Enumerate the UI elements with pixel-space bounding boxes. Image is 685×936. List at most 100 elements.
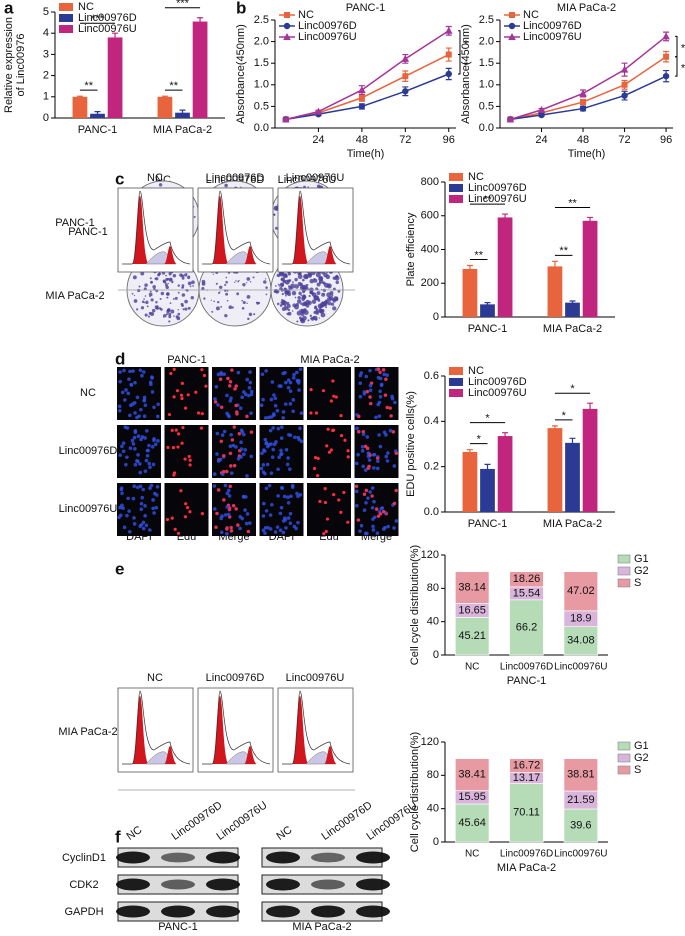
colony — [291, 290, 297, 296]
nucleus — [216, 459, 221, 463]
nucleus — [266, 415, 271, 420]
panel-letter: b — [236, 0, 246, 17]
edu-spot — [326, 427, 330, 431]
edu-spot — [343, 438, 347, 442]
x-tick-label: NC — [465, 662, 479, 673]
marker — [402, 73, 409, 80]
nucleus — [268, 428, 273, 433]
edu-spot — [381, 368, 386, 372]
colony — [165, 285, 169, 290]
band — [311, 905, 345, 918]
nucleus — [279, 384, 283, 388]
nucleus — [145, 448, 150, 453]
colony — [190, 296, 194, 300]
nucleus — [248, 521, 252, 525]
colony — [144, 313, 148, 317]
edu-spot — [228, 384, 232, 388]
nucleus — [291, 376, 296, 380]
nucleus — [123, 425, 128, 429]
colony — [296, 320, 299, 323]
colony — [298, 316, 302, 320]
y-tick-label: 120 — [421, 549, 439, 561]
edu-spot — [337, 498, 341, 502]
colony — [314, 317, 318, 321]
edu-spot — [322, 532, 326, 536]
nucleus — [259, 466, 264, 471]
edu-spot — [357, 430, 361, 434]
colony — [167, 282, 169, 285]
colony — [231, 306, 234, 309]
colony — [242, 301, 246, 305]
colony — [307, 272, 313, 278]
data-label: 45.64 — [458, 817, 486, 829]
bar-segment — [563, 571, 598, 612]
colony — [170, 309, 175, 314]
nucleus — [265, 462, 270, 467]
nucleus — [281, 410, 286, 414]
marker — [358, 85, 366, 93]
y-tick-label: 0.0 — [424, 506, 439, 518]
nucleus — [239, 440, 243, 445]
colony — [217, 300, 220, 304]
row-label: NC — [80, 387, 96, 399]
nucleus — [124, 462, 128, 467]
nucleus — [118, 379, 122, 384]
colony — [173, 315, 175, 317]
nucleus — [121, 506, 125, 511]
colony — [307, 319, 310, 322]
y-tick-label: 800 — [421, 176, 439, 188]
legend-swatch — [617, 554, 631, 564]
nucleus — [276, 426, 281, 431]
colony — [166, 292, 170, 296]
edu-spot — [217, 488, 221, 492]
legend-label: NC — [468, 365, 484, 377]
colony — [309, 314, 313, 317]
legend-swatch — [449, 378, 463, 386]
edu-spot — [215, 511, 219, 516]
nucleus — [150, 390, 155, 394]
data-label: 34.08 — [567, 635, 595, 647]
nucleus — [263, 437, 268, 442]
nucleus — [150, 444, 155, 449]
nucleus — [137, 414, 141, 419]
bracket — [675, 56, 678, 77]
nucleus — [145, 453, 150, 458]
nucleus — [219, 530, 224, 535]
error-bar — [502, 432, 509, 441]
nucleus — [279, 436, 284, 440]
nucleus — [276, 494, 280, 498]
edu-spot — [232, 425, 236, 429]
colony — [177, 291, 180, 294]
nucleus — [147, 443, 151, 448]
nucleus — [249, 392, 254, 397]
edu-spot — [313, 456, 318, 460]
nucleus — [128, 369, 132, 374]
nucleus — [141, 520, 146, 525]
nucleus — [140, 373, 144, 378]
nucleus — [156, 439, 160, 443]
edu-spot — [339, 510, 343, 514]
edu-spot — [175, 389, 180, 393]
nucleus — [379, 383, 384, 388]
colony — [315, 272, 321, 278]
edu-spot — [346, 520, 350, 524]
lane-label: NC — [275, 824, 295, 843]
nucleus — [365, 435, 370, 439]
micrograph — [117, 367, 161, 420]
nucleus — [273, 396, 278, 401]
significance: ** — [84, 80, 93, 92]
x-tick-label: Linc00976U — [554, 662, 607, 673]
edu-spot — [170, 516, 174, 520]
colony — [265, 293, 268, 296]
y-tick-label: 1 — [43, 91, 49, 103]
nucleus — [386, 451, 390, 455]
bar-segment — [455, 803, 490, 843]
colony — [138, 285, 141, 288]
nucleus — [143, 436, 147, 440]
edu-spot — [327, 450, 332, 454]
nucleus — [226, 488, 231, 493]
nucleus — [129, 383, 134, 387]
edu-spot — [309, 411, 313, 415]
marker — [506, 115, 515, 123]
edu-spot — [186, 393, 190, 397]
